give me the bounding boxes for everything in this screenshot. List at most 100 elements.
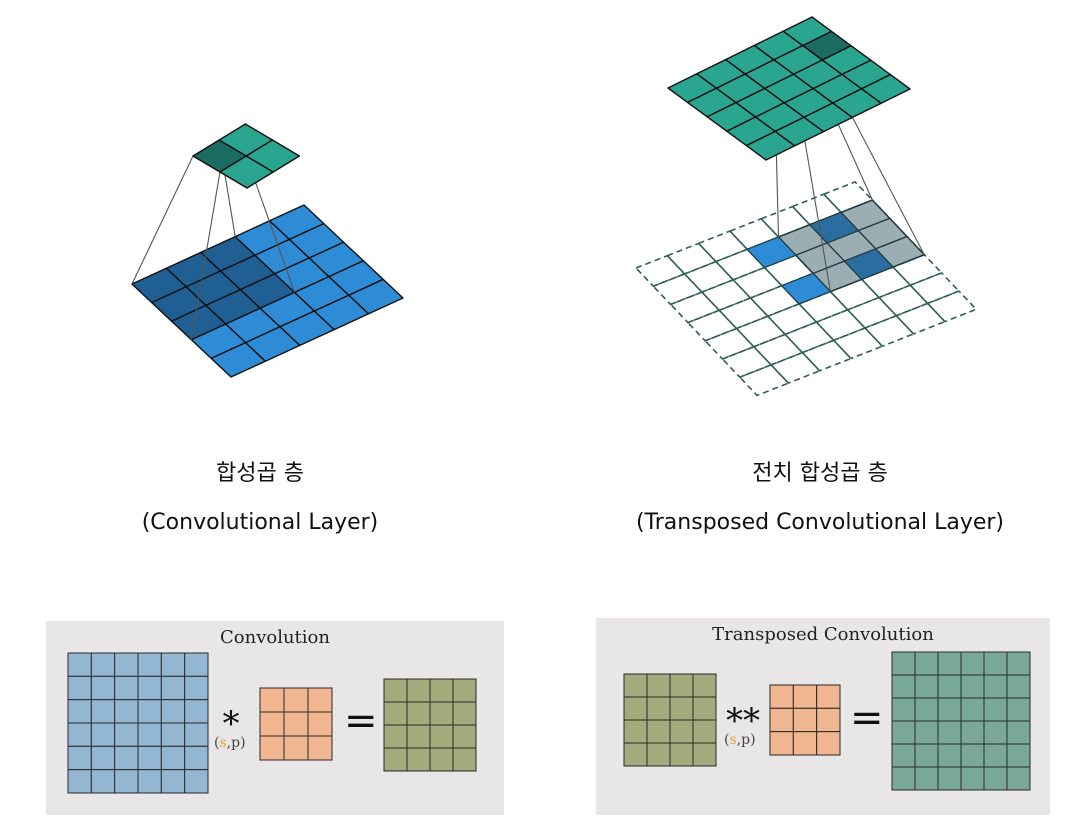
conv-output-cell: [429, 747, 454, 772]
tconv-input-cell: [623, 696, 648, 721]
transposed-convolution-panel: Transposed Convolution ** (s,p) =: [596, 618, 1050, 815]
conv-input-3d-cell: [348, 278, 404, 315]
tconv-output-cell: [937, 674, 962, 699]
tconv-params: (s,p): [724, 732, 756, 748]
tconv-kernel-cell: [792, 684, 818, 709]
tconv-output-cell: [891, 766, 916, 791]
conv-input-matrix: [67, 652, 209, 794]
conv-output-cell: [383, 678, 408, 703]
tconv-caption-english: (Transposed Convolutional Layer): [635, 510, 1005, 535]
tconv-padded-input-cell: [718, 297, 769, 330]
conv-kernel-cell: [283, 711, 309, 737]
tconv-input-cell: [623, 719, 648, 744]
projection-line: [131, 155, 194, 285]
tconv-input-matrix: [623, 673, 717, 767]
conv-input-cell: [67, 769, 92, 794]
conv-input-cell: [137, 675, 162, 701]
conv-output-cell: [406, 724, 431, 749]
convolution-diagrams: [131, 16, 978, 397]
tconv-output-cell: [914, 720, 939, 745]
conv-input-cell: [90, 675, 116, 701]
tconv-padded-input-cell: [878, 284, 929, 317]
conv-output-cell: [452, 747, 477, 772]
conv-input-cell: [90, 652, 116, 677]
conv-output-cell: [406, 747, 431, 772]
tconv-output-cell: [937, 743, 962, 768]
tconv-kernel-cell: [816, 684, 841, 709]
tconv-padded-input-cell: [864, 314, 915, 348]
conv-input-cell: [137, 722, 162, 747]
conv-input-cell: [184, 722, 209, 747]
tconv-kernel-cell: [816, 731, 841, 756]
tconv-input-cell: [692, 742, 717, 767]
conv-output-cell: [406, 678, 431, 703]
tconv-output-cell: [914, 766, 939, 791]
tconv-output-cell: [960, 766, 985, 791]
tconv-padded-input-cell: [815, 308, 866, 342]
tconv-output-3d-cell: [860, 73, 911, 104]
tconv-output-cell: [1006, 743, 1031, 768]
conv-input-cell: [90, 722, 116, 747]
conv-output-cell: [429, 701, 454, 726]
conv-input-cell: [114, 675, 139, 701]
conv-output-cell: [429, 678, 454, 703]
conv-output-cell: [452, 724, 477, 749]
conv-kernel-cell: [283, 735, 309, 761]
conv-input-cell: [137, 652, 162, 677]
conv-input-cell: [90, 745, 116, 771]
conv-input-cell: [160, 722, 186, 747]
tconv-output-cell: [983, 651, 1008, 676]
tconv-padded-input-cell: [926, 290, 978, 323]
conv-kernel-cell: [283, 687, 309, 713]
tconv-padded-input-cell: [752, 333, 804, 366]
tconv-padded-input-cell: [721, 345, 772, 379]
tconv-input-cell: [646, 742, 671, 767]
tconv-output-cell: [960, 651, 985, 676]
conv-input-cell: [114, 699, 139, 724]
tconv-padded-input-cell: [704, 327, 755, 360]
tconv-output-cell: [937, 720, 962, 745]
conv-output-matrix: [383, 678, 477, 772]
conv-output-3d-cell: [245, 139, 301, 173]
tconv-padded-input-cell: [697, 230, 749, 263]
tconv-kernel-cell: [792, 731, 818, 756]
conv-input-cell: [114, 722, 139, 747]
tconv-output-cell: [983, 720, 1008, 745]
conv-input-cell: [184, 699, 209, 724]
conv-kernel-matrix: [259, 687, 333, 761]
tconv-output-cell: [960, 674, 985, 699]
tconv-output-cell: [1006, 651, 1031, 676]
tconv-padded-input-cell: [770, 351, 821, 384]
tconv-kernel-cell: [816, 707, 841, 733]
tconv-padded-input-cell: [729, 218, 780, 251]
conv-kernel-cell: [307, 687, 333, 713]
conv-input-cell: [160, 675, 186, 701]
conv-input-cell: [90, 769, 116, 794]
tconv-padded-input-cell: [801, 339, 852, 372]
tconv-input-cell: [692, 719, 717, 744]
tconv-padded-input-cell: [738, 364, 790, 397]
conv-input-cell: [67, 745, 92, 771]
tconv-padded-input-cell: [822, 181, 874, 214]
tconv-output-cell: [891, 674, 916, 699]
conv-caption-korean: 합성곱 층: [216, 461, 304, 486]
conv-input-cell: [160, 769, 186, 794]
tconv-padded-input-cell: [846, 296, 898, 329]
tconv-padded-input-cell: [683, 260, 735, 293]
conv-params: (s,p): [214, 735, 246, 751]
tconv-input-cell: [669, 742, 694, 767]
conv-input-cell: [184, 675, 209, 701]
tconv-padded-input-cell: [666, 242, 717, 275]
conv-kernel-cell: [259, 687, 285, 713]
tconv-padded-input-cell: [749, 284, 800, 318]
tconv-padded-input-cell: [732, 266, 783, 299]
conv-kernel-cell: [259, 735, 285, 761]
conv-output-cell: [429, 724, 454, 749]
tconv-padded-input-cell: [791, 193, 842, 226]
conv-kernel-cell: [307, 735, 333, 761]
tconv-output-matrix: [891, 651, 1031, 791]
tconv-output-cell: [891, 720, 916, 745]
transposed-convolution-panel-title: Transposed Convolution: [712, 624, 934, 645]
conv-kernel-cell: [259, 711, 285, 737]
tconv-output-cell: [983, 766, 1008, 791]
